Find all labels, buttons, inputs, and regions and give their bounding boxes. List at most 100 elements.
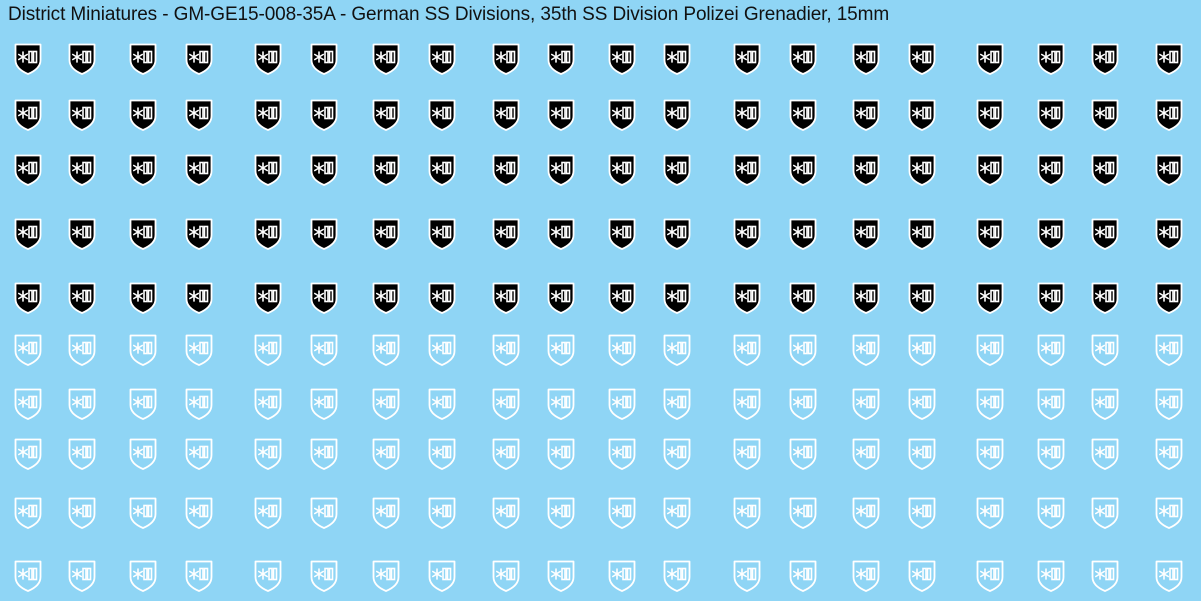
shield-insignia-icon [129, 282, 157, 314]
shield-insignia-icon [372, 388, 400, 420]
shield-insignia-icon [310, 438, 338, 470]
shield-insignia-icon [908, 560, 936, 592]
shield-insignia-icon [976, 218, 1004, 250]
shield-insignia-icon [254, 99, 282, 131]
shield-insignia-icon [1091, 388, 1119, 420]
shield-insignia-icon [68, 560, 96, 592]
shield-insignia-icon [254, 388, 282, 420]
shield-insignia-icon [129, 154, 157, 186]
shield-insignia-icon [372, 218, 400, 250]
shield-insignia-icon [733, 438, 761, 470]
shield-insignia-icon [1155, 438, 1183, 470]
shield-insignia-icon [68, 154, 96, 186]
shield-insignia-icon [852, 560, 880, 592]
shield-insignia-icon [547, 282, 575, 314]
shield-insignia-icon [310, 99, 338, 131]
shield-insignia-icon [68, 218, 96, 250]
shield-insignia-icon [254, 497, 282, 529]
shield-insignia-icon [1155, 218, 1183, 250]
decal-grid [14, 43, 1183, 592]
shield-insignia-icon [852, 334, 880, 366]
shield-insignia-icon [254, 218, 282, 250]
shield-insignia-icon [733, 154, 761, 186]
shield-insignia-icon [129, 334, 157, 366]
shield-insignia-icon [68, 282, 96, 314]
shield-insignia-icon [608, 218, 636, 250]
shield-insignia-icon [547, 43, 575, 75]
shield-insignia-icon [129, 218, 157, 250]
shield-insignia-icon [976, 438, 1004, 470]
shield-insignia-icon [185, 99, 213, 131]
shield-insignia-icon [908, 497, 936, 529]
shield-insignia-icon [14, 560, 42, 592]
shield-insignia-icon [608, 282, 636, 314]
shield-insignia-icon [310, 154, 338, 186]
shield-insignia-icon [608, 334, 636, 366]
shield-insignia-icon [733, 282, 761, 314]
shield-insignia-icon [733, 99, 761, 131]
shield-insignia-icon [733, 560, 761, 592]
shield-insignia-icon [14, 218, 42, 250]
shield-insignia-icon [908, 43, 936, 75]
shield-insignia-icon [663, 99, 691, 131]
shield-insignia-icon [789, 334, 817, 366]
shield-insignia-icon [185, 154, 213, 186]
shield-insignia-icon [185, 388, 213, 420]
shield-insignia-icon [789, 154, 817, 186]
shield-insignia-icon [68, 438, 96, 470]
shield-insignia-icon [185, 497, 213, 529]
shield-insignia-icon [372, 154, 400, 186]
shield-insignia-icon [1037, 99, 1065, 131]
shield-insignia-icon [789, 497, 817, 529]
shield-insignia-icon [608, 99, 636, 131]
shield-insignia-icon [1037, 388, 1065, 420]
shield-insignia-icon [492, 43, 520, 75]
shield-insignia-icon [372, 497, 400, 529]
shield-insignia-icon [492, 388, 520, 420]
shield-insignia-icon [608, 43, 636, 75]
shield-insignia-icon [428, 43, 456, 75]
shield-insignia-icon [976, 560, 1004, 592]
shield-insignia-icon [733, 334, 761, 366]
shield-insignia-icon [1091, 218, 1119, 250]
shield-insignia-icon [608, 497, 636, 529]
shield-insignia-icon [129, 438, 157, 470]
shield-insignia-icon [310, 388, 338, 420]
shield-insignia-icon [663, 282, 691, 314]
shield-insignia-icon [1091, 560, 1119, 592]
shield-insignia-icon [1037, 282, 1065, 314]
shield-insignia-icon [68, 497, 96, 529]
shield-insignia-icon [14, 154, 42, 186]
shield-insignia-icon [310, 497, 338, 529]
shield-insignia-icon [129, 43, 157, 75]
shield-insignia-icon [1091, 497, 1119, 529]
shield-insignia-icon [733, 43, 761, 75]
shield-insignia-icon [14, 388, 42, 420]
shield-insignia-icon [310, 334, 338, 366]
shield-insignia-icon [129, 388, 157, 420]
shield-insignia-icon [789, 388, 817, 420]
shield-insignia-icon [789, 560, 817, 592]
shield-insignia-icon [908, 334, 936, 366]
shield-insignia-icon [976, 388, 1004, 420]
shield-insignia-icon [492, 154, 520, 186]
shield-insignia-icon [1091, 154, 1119, 186]
shield-insignia-icon [976, 154, 1004, 186]
shield-insignia-icon [14, 43, 42, 75]
shield-insignia-icon [492, 497, 520, 529]
shield-insignia-icon [608, 388, 636, 420]
shield-insignia-icon [852, 282, 880, 314]
shield-insignia-icon [663, 43, 691, 75]
shield-insignia-icon [608, 560, 636, 592]
shield-insignia-icon [1091, 43, 1119, 75]
shield-insignia-icon [547, 438, 575, 470]
shield-insignia-icon [492, 334, 520, 366]
shield-insignia-icon [663, 154, 691, 186]
shield-insignia-icon [310, 560, 338, 592]
shield-insignia-icon [14, 282, 42, 314]
shield-insignia-icon [372, 560, 400, 592]
shield-insignia-icon [908, 282, 936, 314]
shield-insignia-icon [852, 99, 880, 131]
shield-insignia-icon [1037, 43, 1065, 75]
shield-insignia-icon [908, 218, 936, 250]
